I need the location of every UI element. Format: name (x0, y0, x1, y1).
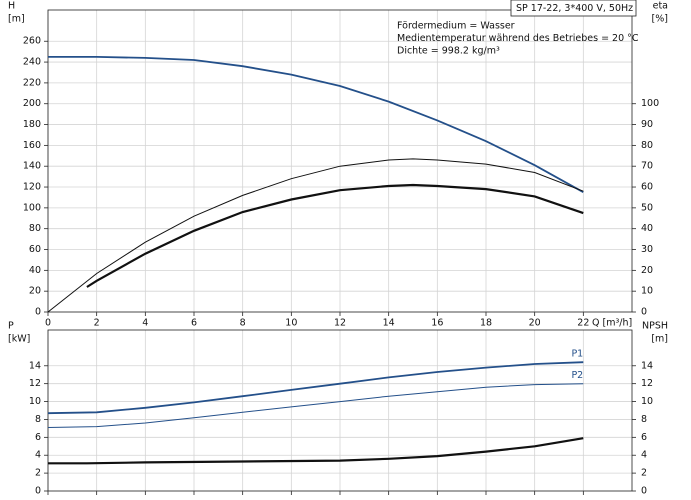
y-tick-label: 0 (35, 486, 41, 497)
y2-tick-label: 50 (641, 202, 653, 213)
y2-tick-label: 0 (641, 486, 647, 497)
y2-axis-label: eta (653, 1, 668, 12)
y-tick-label: 260 (23, 36, 41, 47)
y2-tick-label: 0 (641, 307, 647, 318)
x-tick-label: 2 (94, 318, 100, 329)
y-tick-label: 120 (23, 182, 41, 193)
x-tick-label: 0 (45, 318, 51, 329)
x-tick-label: 20 (529, 318, 541, 329)
y-tick-label: 4 (35, 450, 41, 461)
y-axis-label: P (8, 321, 14, 332)
y2-axis-label: [%] (652, 14, 668, 25)
x-tick-label: 18 (480, 318, 492, 329)
y2-tick-label: 12 (641, 378, 653, 389)
title-box (510, 0, 637, 17)
y-tick-label: 180 (23, 119, 41, 130)
x-tick-label: 16 (431, 318, 443, 329)
series-label: P2 (571, 370, 583, 381)
y2-tick-label: 60 (641, 182, 653, 193)
x-tick-label: 8 (240, 318, 246, 329)
y-tick-label: 80 (29, 223, 41, 234)
y2-tick-label: 10 (641, 396, 653, 407)
curve (48, 437, 584, 465)
y2-tick-label: 2 (641, 468, 647, 479)
y2-tick-label: 20 (641, 265, 653, 276)
annotation: Dichte = 998.2 kg/m³ (397, 46, 500, 57)
y-axis-label: [kW] (8, 334, 30, 345)
curve (47, 383, 584, 428)
y2-tick-label: 80 (641, 140, 653, 151)
y-tick-label: 12 (29, 378, 41, 389)
y-tick-label: 10 (29, 396, 41, 407)
y-tick-label: 2 (35, 468, 41, 479)
y2-tick-label: 40 (641, 223, 653, 234)
x-tick-label: 10 (285, 318, 297, 329)
y-tick-label: 160 (23, 140, 41, 151)
y2-axis-label: NPSH (642, 321, 668, 332)
x-tick-label: 12 (334, 318, 346, 329)
y2-tick-label: 100 (641, 98, 659, 109)
y-tick-label: 220 (23, 77, 41, 88)
plot-frame (47, 329, 633, 492)
y-tick-label: 14 (29, 360, 41, 371)
y2-tick-label: 30 (641, 244, 653, 255)
chart-title: SP 17-22, 3*400 V, 50Hz (516, 3, 633, 14)
plot-frame (47, 9, 633, 313)
y-tick-label: 0 (35, 307, 41, 318)
y-tick-label: 100 (23, 202, 41, 213)
y2-tick-label: 8 (641, 414, 647, 425)
y2-tick-label: 70 (641, 161, 653, 172)
y2-axis-label: [m] (651, 334, 668, 345)
y-tick-label: 60 (29, 244, 41, 255)
y-tick-label: 140 (23, 161, 41, 172)
curve (47, 361, 584, 415)
x-tick-label: 6 (191, 318, 197, 329)
y-tick-label: 200 (23, 98, 41, 109)
series-label: P1 (571, 349, 583, 360)
y-axis-label: H (8, 1, 15, 12)
y2-tick-label: 6 (641, 432, 647, 443)
x-tick-label: 22 (577, 318, 589, 329)
y-tick-label: 8 (35, 414, 41, 425)
y-tick-label: 20 (29, 286, 41, 297)
annotation: Fördermedium = Wasser (397, 21, 515, 32)
y-axis-label: [m] (8, 14, 25, 25)
x-tick-label: 14 (383, 318, 395, 329)
y-tick-label: 240 (23, 57, 41, 68)
x-tick-label: 4 (142, 318, 148, 329)
curve (48, 56, 584, 193)
y2-tick-label: 90 (641, 119, 653, 130)
x-axis-label: Q [m³/h] (592, 318, 632, 329)
curve (47, 158, 584, 313)
annotation: Medientemperatur während des Betriebes =… (397, 33, 639, 44)
y-tick-label: 40 (29, 265, 41, 276)
y2-tick-label: 4 (641, 450, 647, 461)
y2-tick-label: 14 (641, 360, 653, 371)
y-tick-label: 6 (35, 432, 41, 443)
y2-tick-label: 10 (641, 286, 653, 297)
curve (86, 183, 584, 288)
